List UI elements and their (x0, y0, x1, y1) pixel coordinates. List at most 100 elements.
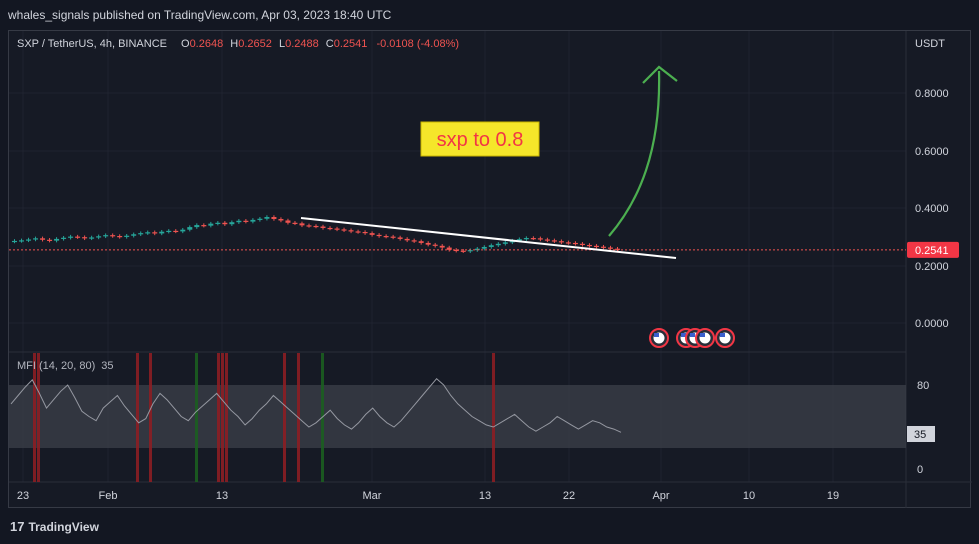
legend-ohlc: O0.2648 H0.2652 L0.2488 C0.2541 -0.0108 … (181, 38, 459, 50)
price-tick: 0.8000 (915, 88, 949, 100)
candle-body (566, 242, 571, 243)
mfi-signal-bar (37, 353, 40, 482)
candle-body (40, 238, 45, 239)
candle-body (271, 217, 276, 219)
candle-body (398, 237, 403, 238)
time-tick: Mar (363, 490, 382, 502)
candle-body (54, 239, 59, 241)
mfi-current-label: 35 (907, 426, 935, 442)
chart-svg[interactable]: SXP / TetherUS, 4h, BINANCE O0.2648 H0.2… (9, 31, 972, 509)
candle-body (236, 221, 241, 222)
candle-body (587, 245, 592, 246)
candle-body (299, 223, 304, 225)
mfi-signal-bar (149, 353, 152, 482)
candle-body (426, 243, 431, 245)
candle-body (103, 235, 108, 236)
svg-text:0.2541: 0.2541 (915, 245, 949, 257)
candle-body (391, 237, 396, 238)
candle-body (419, 241, 424, 243)
candle-body (524, 238, 529, 239)
last-price-label: 0.2541 (907, 242, 959, 258)
candle-body (173, 231, 178, 232)
target-arrow[interactable] (609, 71, 659, 236)
candle-body (594, 246, 599, 247)
candle-body (580, 244, 585, 245)
candle-body (68, 237, 73, 238)
candle-body (26, 239, 31, 240)
candle-body (601, 247, 606, 248)
candle-body (201, 225, 206, 226)
candle-body (370, 233, 375, 235)
mfi-signal-bar (221, 353, 224, 482)
price-tick: 0.6000 (915, 146, 949, 158)
candle-body (131, 234, 136, 235)
candle-body (552, 240, 557, 241)
candle-body (19, 240, 24, 241)
candle-body (433, 245, 438, 246)
candle-body (531, 238, 536, 239)
mfi-signal-bar (217, 353, 220, 482)
candle-body (412, 240, 417, 241)
candle-body (222, 223, 227, 224)
mfi-signal-bar (492, 353, 495, 482)
time-tick: 19 (827, 490, 839, 502)
time-tick: 23 (17, 490, 29, 502)
candle-body (264, 217, 269, 219)
mfi-tick-0: 0 (917, 464, 923, 476)
candle-body (243, 221, 248, 222)
time-tick: Feb (99, 490, 118, 502)
candle-body (33, 238, 38, 239)
candle-body (285, 220, 290, 222)
candle-body (608, 248, 613, 249)
candle-body (482, 247, 487, 249)
price-tick: 0.0000 (915, 318, 949, 330)
us-flag-icon[interactable] (716, 329, 734, 347)
legend-symbol[interactable]: SXP / TetherUS, 4h, BINANCE (17, 38, 167, 50)
candle-body (377, 235, 382, 236)
currency-label: USDT (915, 38, 945, 50)
candle-body (405, 239, 410, 240)
candle-body (328, 228, 333, 229)
candle-body (12, 241, 17, 242)
candle-body (117, 236, 122, 237)
us-flag-icon[interactable] (650, 329, 668, 347)
candle-body (356, 231, 361, 232)
us-flag-icon[interactable] (696, 329, 714, 347)
mfi-tick-80: 80 (917, 380, 929, 392)
mfi-band (9, 385, 906, 448)
candle-body (292, 223, 297, 224)
candle-body (229, 222, 234, 224)
candle-body (440, 246, 445, 248)
mfi-signal-bar (33, 353, 36, 482)
mfi-legend[interactable]: MFI (14, 20, 80) 35 (17, 360, 114, 372)
candle-body (138, 233, 143, 234)
candle-body (306, 225, 311, 226)
candle-body (489, 245, 494, 247)
candle-body (187, 227, 192, 230)
time-axis[interactable]: 23 Feb 13 Mar 13 22 Apr 10 19 (17, 490, 839, 502)
candle-body (573, 243, 578, 244)
attribution-text: whales_signals published on TradingView.… (8, 8, 391, 22)
candle-body (257, 219, 262, 220)
economic-event-flags[interactable] (650, 329, 734, 347)
price-tick: 0.2000 (915, 261, 949, 273)
mfi-signal-bar (136, 353, 139, 482)
time-tick: Apr (652, 490, 669, 502)
candles (12, 215, 620, 253)
tradingview-logo[interactable]: 17 TradingView (10, 519, 99, 534)
chart-panel[interactable]: SXP / TetherUS, 4h, BINANCE O0.2648 H0.2… (8, 30, 971, 508)
candle-body (363, 232, 368, 233)
candle-body (321, 227, 326, 228)
time-tick: 22 (563, 490, 575, 502)
candle-body (335, 229, 340, 230)
candle-body (152, 232, 157, 233)
mfi-signal-bar (283, 353, 286, 482)
annotation-label[interactable]: sxp to 0.8 (421, 122, 539, 156)
candle-body (180, 230, 185, 232)
svg-text:sxp to 0.8: sxp to 0.8 (437, 129, 524, 151)
svg-text:35: 35 (914, 429, 926, 441)
candle-body (82, 237, 87, 238)
candle-body (215, 223, 220, 224)
candle-body (159, 232, 164, 234)
candle-body (166, 231, 171, 232)
